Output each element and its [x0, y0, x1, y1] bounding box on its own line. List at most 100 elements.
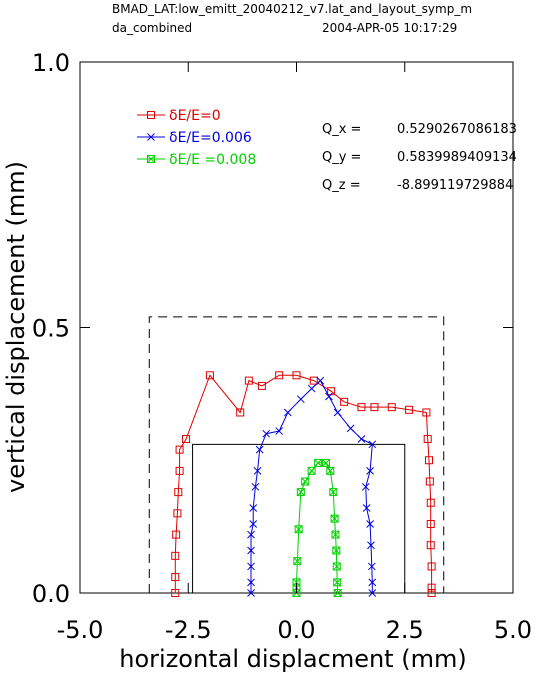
data-point	[333, 408, 342, 417]
data-point	[368, 578, 377, 587]
tune-value: -8.899119729884	[397, 178, 513, 193]
legend-entry: δE/E=0	[137, 108, 221, 124]
data-point	[294, 525, 303, 534]
data-point	[368, 589, 377, 597]
data-point	[426, 498, 435, 507]
data-point	[366, 520, 374, 528]
data-point	[182, 435, 191, 444]
data-point	[236, 408, 245, 417]
solid-boundary	[192, 443, 406, 593]
series-2	[292, 458, 342, 597]
data-point	[368, 440, 377, 449]
data-point	[330, 514, 339, 523]
data-point	[171, 573, 180, 582]
y-tick-label: 1.0	[32, 49, 70, 77]
data-point	[249, 504, 258, 512]
plot-frame	[79, 61, 514, 594]
data-point	[175, 466, 184, 475]
data-point	[387, 403, 396, 412]
data-point	[333, 589, 342, 597]
data-point	[426, 541, 435, 550]
data-point	[247, 530, 255, 539]
tune-name: Q_x =	[322, 122, 361, 137]
data-point	[362, 504, 371, 512]
data-point	[292, 371, 301, 380]
y-tick-label: 0.0	[32, 580, 70, 608]
data-point	[325, 392, 333, 401]
x-tick-label: 5.0	[494, 616, 532, 644]
data-point	[255, 445, 264, 454]
data-point	[427, 589, 436, 597]
data-point	[424, 456, 433, 465]
data-point	[357, 435, 366, 443]
data-point	[370, 403, 379, 412]
tune-readout: Q_x = 0.5290267086183 Q_y = 0.5839989409134…	[322, 122, 517, 193]
data-point	[314, 458, 323, 467]
x-axis-label: horizontal displacment (mm)	[119, 645, 466, 673]
data-point	[173, 509, 182, 518]
data-point	[257, 381, 266, 390]
data-point	[296, 488, 305, 497]
legend-label: δE/E=0.006	[169, 130, 252, 146]
tune-value: 0.5839989409134	[397, 150, 517, 165]
data-point	[249, 520, 258, 528]
y-axis-label: vertical displacement (mm)	[2, 161, 30, 493]
data-point	[147, 133, 155, 141]
data-point	[329, 488, 338, 497]
legend-entry: δE/E=0.006	[137, 130, 252, 146]
data-point	[247, 546, 255, 555]
series-0	[171, 371, 436, 597]
legend-label: δE/E=0	[169, 108, 221, 124]
y-tick-label: 0.5	[32, 315, 70, 343]
tune-value: 0.5290267086183	[397, 122, 517, 137]
x-tick-label: -2.5	[165, 616, 212, 644]
data-point	[172, 530, 181, 539]
data-point	[301, 477, 310, 486]
axis-ticks: -5.0 -2.5 0.0 2.5 5.0 0.0 0.5 1.0	[32, 49, 532, 644]
data-point	[321, 458, 330, 467]
data-point	[293, 557, 302, 566]
series-line	[174, 374, 433, 593]
header-timestamp: 2004-APR-05 10:17:29	[322, 21, 457, 35]
data-point	[326, 466, 335, 475]
legend: δE/E=0 δE/E=0.006 δE/E =0.008	[137, 108, 256, 168]
data-point	[425, 477, 434, 486]
data-point	[346, 424, 355, 433]
data-point	[253, 467, 262, 475]
data-point	[427, 562, 436, 571]
data-point	[357, 403, 366, 412]
data-point	[275, 427, 284, 435]
data-point	[171, 551, 180, 560]
aperture-boundaries	[148, 316, 445, 593]
data-point	[367, 541, 375, 550]
x-tick-label: -5.0	[57, 616, 104, 644]
data-point	[307, 466, 316, 475]
header-title: BMAD_LAT:low_emitt_20040212_v7.lat_and_l…	[112, 2, 472, 16]
header-plot-name: da_combined	[112, 21, 192, 35]
data-point	[332, 562, 341, 571]
data-point	[309, 376, 318, 385]
data-point	[405, 405, 414, 414]
data-point	[366, 467, 374, 475]
tune-name: Q_z =	[322, 178, 361, 193]
dashed-boundary	[148, 316, 445, 593]
data-point	[340, 397, 349, 406]
data-point	[422, 408, 431, 417]
legend-entry: δE/E =0.008	[137, 152, 256, 168]
data-point	[174, 488, 183, 497]
data-point	[283, 408, 292, 417]
data-point	[367, 562, 376, 571]
data-point	[247, 589, 255, 597]
legend-label: δE/E =0.008	[169, 152, 256, 168]
data-point	[426, 519, 435, 528]
data-point	[275, 371, 284, 380]
data-point	[427, 583, 436, 592]
series-1	[247, 376, 377, 597]
data-point	[332, 546, 341, 555]
data-point	[247, 578, 255, 587]
data-point	[244, 376, 253, 385]
x-tick-label: 2.5	[386, 616, 424, 644]
data-point	[175, 445, 184, 454]
data-point	[251, 482, 260, 491]
